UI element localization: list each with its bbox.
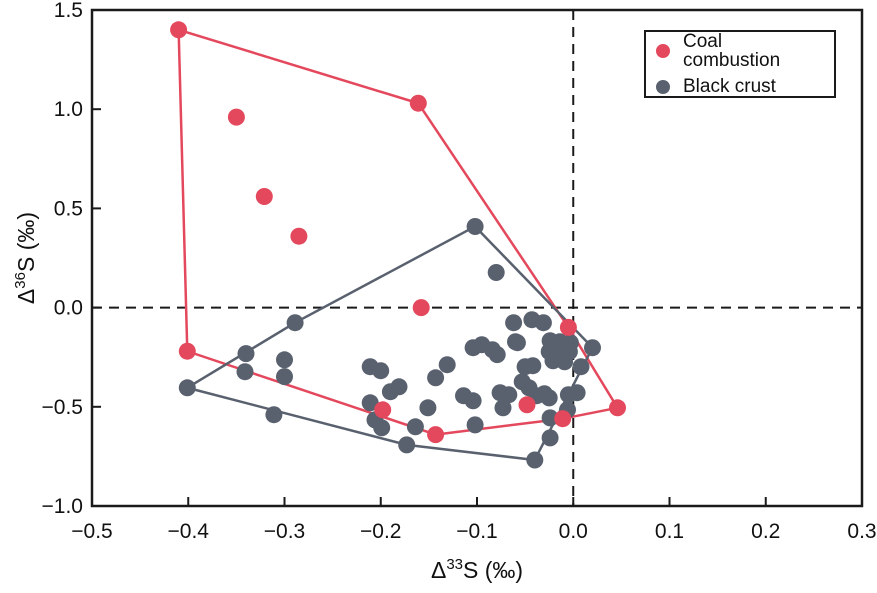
- x-tick-label: −0.2: [360, 520, 401, 543]
- black-crust-data-point: [556, 353, 574, 371]
- black-crust-data-point: [466, 218, 484, 235]
- reference-lines: [92, 10, 862, 506]
- black-crust-data-point: [584, 339, 601, 357]
- legend-row-black-crust: Black crust: [656, 77, 824, 96]
- legend-label-coal-combustion: Coal combustion: [683, 31, 781, 71]
- legend-label-black-crust: Black crust: [683, 76, 776, 97]
- coal-combustion-data-point: [409, 94, 427, 112]
- x-tick-label: −0.4: [168, 520, 210, 543]
- black-crust-data-point: [373, 419, 391, 437]
- black-crust-hull-outline: [186, 225, 594, 462]
- black-crust-data-point: [390, 378, 408, 396]
- black-crust-data-point: [466, 416, 484, 434]
- black-crust-data-point: [236, 363, 254, 381]
- black-crust-data-point: [464, 392, 482, 410]
- black-crust-data-point: [488, 346, 506, 364]
- black-crust-data-point: [178, 379, 196, 397]
- y-tick-label: −1.0: [42, 495, 83, 518]
- black-crust-data-point: [541, 409, 559, 427]
- coal-combustion-data-point: [178, 342, 196, 360]
- x-tick-label: 0.1: [655, 520, 684, 543]
- coal-combustion-data-point: [170, 21, 188, 39]
- coal-combustion-hull-outline: [177, 28, 619, 436]
- black-crust-data-point: [265, 406, 283, 424]
- black-crust-marker-icon: [656, 79, 670, 94]
- black-crust-data-point: [500, 386, 518, 404]
- x-tick-label: −0.1: [456, 520, 497, 543]
- coal-combustion-data-point: [227, 108, 245, 126]
- black-crust-data-point: [286, 314, 304, 332]
- black-crust-data-point: [540, 389, 558, 407]
- coal-combustion-data-point: [290, 227, 308, 245]
- black-crust-data-point: [419, 399, 437, 417]
- y-axis-label: Δ36S (‰): [12, 212, 39, 304]
- x-tick-label: 0.0: [559, 520, 588, 543]
- black-crust-data-point: [505, 314, 523, 332]
- black-crust-data-point: [372, 362, 390, 380]
- x-tick-label: −0.3: [264, 520, 305, 543]
- coal-combustion-data-point: [518, 396, 536, 414]
- black-crust-data-point: [237, 345, 255, 363]
- black-crust-data-point: [508, 334, 526, 352]
- black-crust-data-point: [524, 357, 542, 375]
- coal-combustion-data-point: [559, 318, 577, 336]
- black-crust-data-point: [487, 264, 505, 281]
- black-crust-data-point: [494, 399, 512, 417]
- black-crust-data-point: [534, 314, 552, 332]
- y-tick-label: 1.0: [54, 98, 83, 121]
- black-crust-data-point: [526, 451, 544, 469]
- black-crust-data-point: [361, 394, 379, 412]
- y-tick-label: 1.5: [54, 0, 83, 22]
- x-tick-label: −0.5: [71, 520, 112, 543]
- black-crust-data-point: [276, 368, 293, 386]
- coal-combustion-data-point: [554, 410, 572, 428]
- coal-combustion-data-point: [374, 401, 392, 419]
- legend-row-coal-combustion: Coal combustion: [656, 32, 824, 70]
- black-crust-data-point: [572, 358, 590, 376]
- black-crust-data-point: [541, 429, 559, 447]
- x-axis-label: Δ33S (‰): [431, 556, 523, 583]
- coal-combustion-data-point: [255, 188, 273, 205]
- axis-tick-labels: −0.5 −0.4 −0.3 −0.2 −0.1 0.0 0.1 0.2 0.3−1.0−0.5…: [42, 0, 877, 543]
- legend: Coal combustion Black crust: [644, 30, 836, 98]
- black-crust-data-point: [398, 436, 416, 454]
- coal-combustion-points: [170, 21, 626, 444]
- axis-ticks: [91, 9, 863, 507]
- black-crust-data-point: [427, 369, 445, 387]
- coal-combustion-data-point: [609, 399, 626, 417]
- y-tick-label: 0.5: [54, 197, 83, 220]
- y-tick-label: −0.5: [42, 396, 83, 419]
- x-tick-label: 0.3: [847, 520, 876, 543]
- black-crust-data-point: [438, 356, 456, 374]
- black-crust-data-point: [406, 418, 424, 436]
- black-crust-points: [178, 218, 601, 469]
- coal-combustion-marker-icon: [656, 44, 670, 58]
- x-tick-label: 0.2: [751, 520, 780, 543]
- y-tick-label: 0.0: [54, 297, 83, 320]
- coal-combustion-data-point: [412, 299, 430, 317]
- black-crust-data-point: [276, 351, 293, 369]
- black-crust-data-point: [568, 384, 586, 402]
- coal-combustion-data-point: [427, 426, 445, 444]
